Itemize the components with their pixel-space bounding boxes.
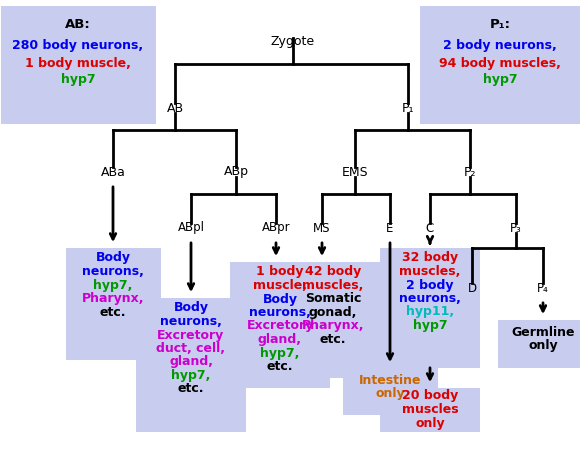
Text: P₃: P₃ bbox=[510, 221, 522, 235]
Text: neurons,: neurons, bbox=[399, 292, 461, 305]
Text: etc.: etc. bbox=[320, 333, 346, 346]
FancyBboxPatch shape bbox=[343, 368, 437, 415]
Text: 2 body neurons,: 2 body neurons, bbox=[443, 38, 557, 51]
Text: hyp7,: hyp7, bbox=[260, 346, 300, 359]
Text: ABpr: ABpr bbox=[262, 221, 291, 235]
Text: 1 body muscle,: 1 body muscle, bbox=[25, 56, 131, 69]
Text: neurons,: neurons, bbox=[249, 306, 311, 319]
Text: Intestine: Intestine bbox=[359, 373, 421, 387]
Text: P₁: P₁ bbox=[402, 101, 414, 115]
Text: Excretory: Excretory bbox=[246, 319, 314, 332]
Text: etc.: etc. bbox=[267, 360, 293, 373]
Text: Pharynx,: Pharynx, bbox=[302, 319, 364, 332]
Text: hyp7: hyp7 bbox=[483, 74, 517, 87]
Text: muscle,: muscle, bbox=[253, 279, 307, 292]
Text: only: only bbox=[415, 417, 445, 429]
Text: Pharynx,: Pharynx, bbox=[82, 292, 144, 305]
Text: AB:: AB: bbox=[65, 18, 91, 32]
Text: Body: Body bbox=[263, 293, 298, 305]
Text: 42 body: 42 body bbox=[305, 266, 361, 279]
Text: 94 body muscles,: 94 body muscles, bbox=[439, 56, 561, 69]
Text: ABp: ABp bbox=[223, 166, 248, 179]
Text: hyp7: hyp7 bbox=[61, 74, 95, 87]
Text: 1 body: 1 body bbox=[256, 266, 304, 279]
Text: etc.: etc. bbox=[177, 382, 204, 396]
Text: 32 body: 32 body bbox=[402, 252, 458, 264]
Text: D: D bbox=[467, 281, 477, 295]
Text: ABa: ABa bbox=[100, 166, 125, 179]
FancyBboxPatch shape bbox=[380, 248, 480, 368]
Text: 20 body: 20 body bbox=[402, 390, 458, 402]
Text: neurons,: neurons, bbox=[160, 315, 222, 328]
FancyBboxPatch shape bbox=[136, 298, 246, 432]
Text: only: only bbox=[528, 339, 558, 352]
Text: muscles: muscles bbox=[402, 403, 458, 416]
Text: Body: Body bbox=[96, 252, 130, 264]
Text: duct, cell,: duct, cell, bbox=[157, 342, 226, 355]
Text: AB: AB bbox=[166, 101, 183, 115]
Text: Excretory: Excretory bbox=[157, 328, 224, 341]
Text: MS: MS bbox=[313, 221, 331, 235]
Text: etc.: etc. bbox=[100, 305, 126, 318]
Text: hyp7,: hyp7, bbox=[171, 369, 211, 382]
Text: hyp7,: hyp7, bbox=[93, 279, 133, 291]
Text: ABpl: ABpl bbox=[177, 221, 205, 235]
Text: P₂: P₂ bbox=[464, 166, 476, 179]
Text: Body: Body bbox=[173, 302, 208, 314]
FancyBboxPatch shape bbox=[66, 248, 161, 360]
FancyBboxPatch shape bbox=[1, 6, 155, 124]
Text: only: only bbox=[375, 387, 405, 400]
Text: neurons,: neurons, bbox=[82, 265, 144, 278]
FancyBboxPatch shape bbox=[230, 262, 330, 388]
Text: hyp11,: hyp11, bbox=[406, 305, 454, 318]
Text: P₄: P₄ bbox=[537, 281, 549, 295]
Text: 280 body neurons,: 280 body neurons, bbox=[12, 38, 144, 51]
Text: muscles,: muscles, bbox=[302, 279, 364, 292]
Text: EMS: EMS bbox=[342, 166, 368, 179]
Text: muscles,: muscles, bbox=[399, 265, 461, 278]
FancyBboxPatch shape bbox=[420, 6, 580, 124]
Text: gland,: gland, bbox=[258, 333, 302, 346]
FancyBboxPatch shape bbox=[285, 262, 380, 378]
FancyBboxPatch shape bbox=[380, 388, 480, 432]
Text: gland,: gland, bbox=[169, 355, 213, 368]
Text: Zygote: Zygote bbox=[271, 36, 315, 49]
FancyBboxPatch shape bbox=[498, 320, 580, 368]
Text: P₁:: P₁: bbox=[490, 18, 510, 32]
Text: E: E bbox=[386, 221, 394, 235]
Text: gonad,: gonad, bbox=[309, 306, 357, 319]
Text: Somatic: Somatic bbox=[305, 293, 361, 305]
Text: Germline: Germline bbox=[511, 326, 575, 339]
Text: 2 body: 2 body bbox=[406, 279, 454, 291]
Text: C: C bbox=[426, 221, 434, 235]
Text: hyp7: hyp7 bbox=[413, 319, 447, 332]
